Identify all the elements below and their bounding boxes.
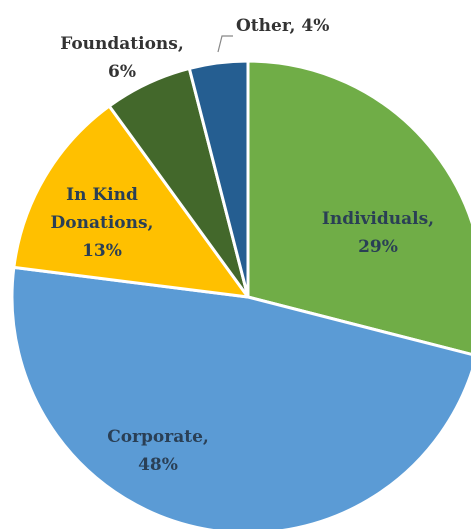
slice-individuals (246, 59, 471, 356)
pie-slices (10, 59, 471, 529)
other-label: Other, 4% (236, 16, 329, 36)
other-leader-line (217, 35, 233, 53)
foundations-label-pct: 6% (108, 62, 136, 82)
individuals-label-name: Individuals, (322, 209, 434, 229)
in-kind-label-line2: Donations, (51, 213, 154, 233)
corporate-label-pct: 48% (138, 455, 178, 475)
slice-other (187, 59, 250, 299)
individuals-label-pct: 29% (358, 237, 398, 257)
labels: Individuals, 29% Corporate, 48% In Kind … (51, 16, 435, 475)
in-kind-label-pct: 13% (82, 241, 122, 261)
foundations-label-name: Foundations, (60, 34, 184, 54)
corporate-label-name: Corporate, (107, 427, 209, 447)
slice-in-kind-donations (12, 104, 250, 299)
in-kind-label-line1: In Kind (66, 185, 138, 205)
